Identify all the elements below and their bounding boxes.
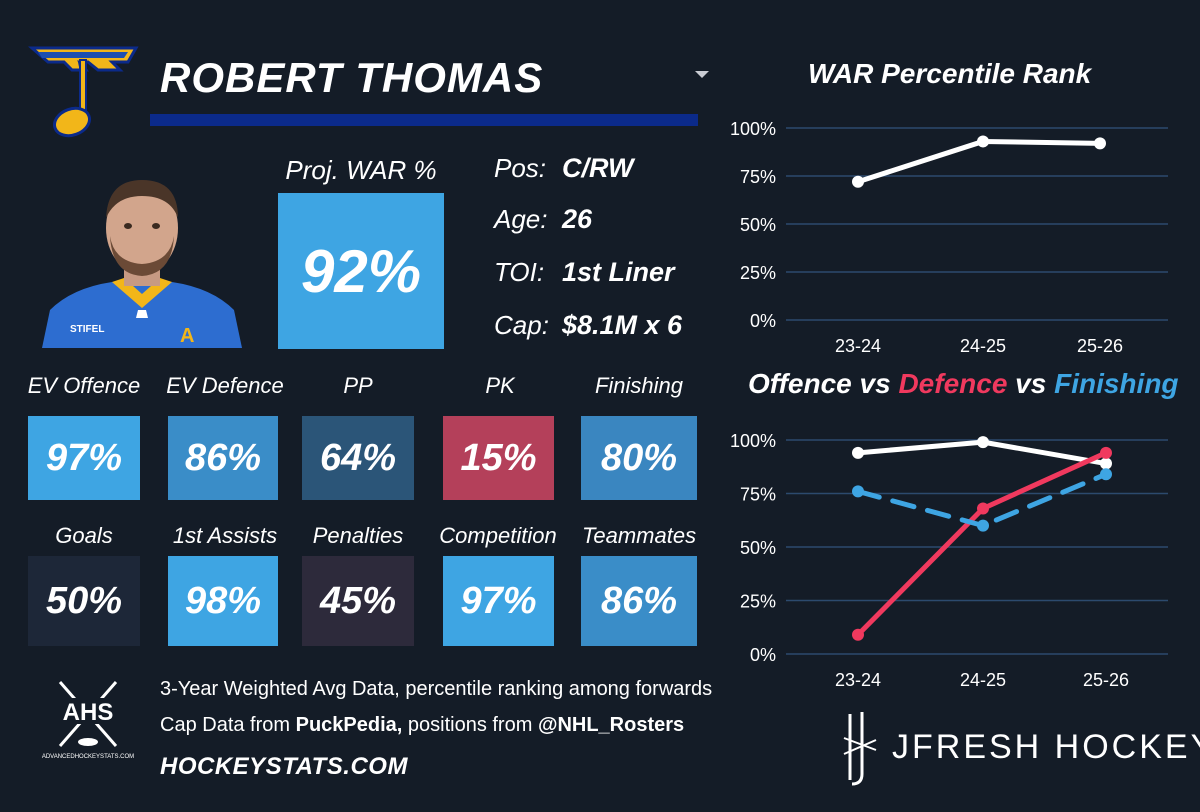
stat-label-finishing: Finishing — [594, 373, 684, 398]
x-tick-label: 23-24 — [835, 336, 881, 356]
stat-label-teammates: Teammates — [581, 523, 697, 548]
war-percentile-chart: 0% 25% 50% 75% 100% 23-24 24-25 25-26 — [730, 119, 1168, 356]
chevron-down-icon[interactable] — [694, 70, 710, 80]
footer-cap-middle: positions from — [402, 714, 538, 736]
brand-name: JFRESH HOCKEY — [892, 728, 1200, 766]
stat-box-finishing: 80% — [581, 416, 697, 500]
y-tick-label: 50% — [740, 538, 776, 558]
stat-label-1st-assists: 1st Assists — [172, 523, 278, 548]
data-point-war — [1094, 137, 1106, 150]
data-point-finishing — [977, 519, 989, 532]
cap-label: Cap: — [494, 310, 549, 340]
y-tick-label: 0% — [750, 311, 776, 331]
stat-label-ev-offence: EV Offence — [27, 373, 141, 398]
data-point-war — [977, 135, 989, 148]
site-url[interactable]: HOCKEYSTATS.COM — [160, 753, 408, 780]
chart2-title: Offence vs Defence vs Finishing — [748, 368, 1179, 400]
player-name: ROBERT THOMAS — [160, 54, 544, 101]
svg-text:A: A — [180, 325, 194, 347]
age-value: 26 — [562, 204, 593, 234]
player-photo: STIFEL A — [42, 180, 242, 348]
stat-label-goals: Goals — [55, 523, 113, 548]
offence-defence-finishing-chart: 0% 25% 50% 75% 100% 23-24 24-25 25-26 — [730, 431, 1168, 690]
y-tick-label: 100% — [730, 119, 776, 139]
stat-label-ev-defence: EV Defence — [166, 373, 284, 398]
x-tick-label: 25-26 — [1083, 670, 1129, 690]
stat-box-ev-offence: 97% — [28, 416, 140, 500]
blues-note-logo — [28, 46, 139, 138]
chart1-title: WAR Percentile Rank — [808, 58, 1092, 89]
y-tick-label: 50% — [740, 215, 776, 235]
ahs-logo-subtext: ADVANCEDHOCKEYSTATS.COM — [42, 754, 134, 760]
x-tick-label: 25-26 — [1077, 336, 1123, 356]
series-line-finishing — [855, 471, 1109, 529]
svg-text:STIFEL: STIFEL — [70, 324, 104, 335]
stat-label-pk: PK — [485, 373, 515, 398]
nhl-rosters-link[interactable]: @NHL_Rosters — [537, 714, 685, 736]
footer-cap-prefix: Cap Data from — [160, 714, 296, 736]
projected-war-value: 92% — [278, 193, 444, 349]
data-point-finishing — [1100, 468, 1112, 481]
toi-value: 1st Liner — [562, 257, 675, 287]
data-point-defence — [852, 628, 864, 641]
cap-value: $8.1M x 6 — [562, 310, 683, 340]
position-value: C/RW — [562, 153, 634, 183]
data-point-offence — [852, 446, 864, 459]
position-label: Pos: — [494, 153, 547, 183]
jfresh-logo-icon — [843, 712, 877, 786]
y-tick-label: 25% — [740, 592, 776, 612]
stat-box-competition: 97% — [443, 556, 554, 646]
stat-box-goals: 50% — [28, 556, 140, 646]
footer-cap-note: Cap Data from PuckPedia, positions from … — [160, 714, 684, 737]
y-tick-label: 75% — [740, 485, 776, 505]
ahs-logo: AHS ADVANCEDHOCKEYSTATS.COM — [42, 681, 134, 760]
series-line-defence — [855, 450, 1109, 638]
stat-box-penalties: 45% — [302, 556, 414, 646]
puckpedia-link[interactable]: PuckPedia, — [295, 714, 403, 736]
chart2-title-finishing: Finishing — [1054, 368, 1179, 399]
stat-box-1st-assists: 98% — [168, 556, 278, 646]
data-point-offence — [977, 436, 989, 449]
y-tick-label: 0% — [750, 645, 776, 665]
stat-label-pp: PP — [343, 373, 373, 398]
chart2-title-vs1: vs — [851, 368, 899, 399]
chart2-title-offence: Offence — [748, 368, 852, 399]
chart1-plot: 0% 25% 50% 75% 100% 23-24 24-25 25-26 — [730, 119, 1168, 356]
name-underline-bar — [150, 114, 698, 126]
projected-war-label: Proj. WAR % — [285, 155, 437, 185]
chart2-title-defence: Defence — [898, 368, 1008, 399]
x-tick-label: 23-24 — [835, 670, 881, 690]
data-point-defence — [977, 502, 989, 515]
stat-label-penalties: Penalties — [312, 523, 404, 548]
x-tick-label: 24-25 — [960, 670, 1006, 690]
age-label: Age: — [494, 204, 548, 234]
stat-box-pk: 15% — [443, 416, 554, 500]
data-point-war — [852, 175, 864, 188]
chart2-title-vs2: vs — [1007, 368, 1055, 399]
data-point-offence — [1100, 457, 1112, 470]
chart2-plot: 0% 25% 50% 75% 100% 23-24 24-25 25-26 — [730, 431, 1168, 690]
data-point-finishing — [852, 485, 864, 498]
x-tick-label: 24-25 — [960, 336, 1006, 356]
y-tick-label: 25% — [740, 263, 776, 283]
stat-box-teammates: 86% — [581, 556, 697, 646]
footer-data-note: 3-Year Weighted Avg Data, percentile ran… — [160, 678, 713, 700]
y-tick-label: 75% — [740, 167, 776, 187]
stat-label-competition: Competition — [439, 523, 557, 548]
toi-label: TOI: — [494, 257, 545, 287]
stat-box-pp: 64% — [302, 416, 414, 500]
data-point-defence — [1100, 446, 1112, 459]
ahs-logo-text: AHS — [63, 699, 114, 726]
y-tick-label: 100% — [730, 431, 776, 451]
stat-box-ev-defence: 86% — [168, 416, 278, 500]
